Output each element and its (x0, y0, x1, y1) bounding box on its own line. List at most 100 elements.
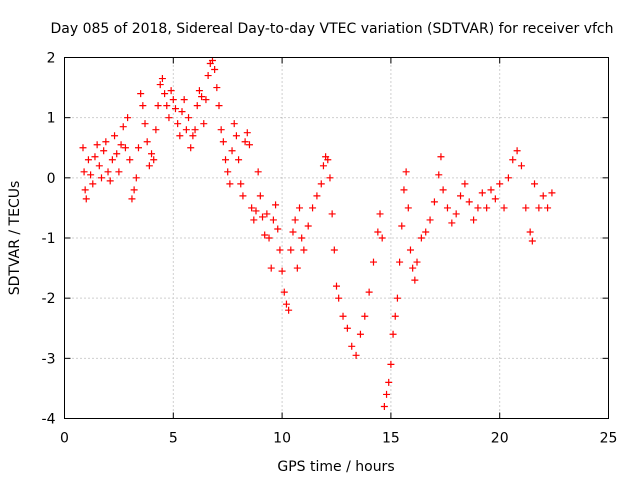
data-point (174, 120, 182, 128)
data-point (443, 204, 451, 212)
data-point (291, 216, 299, 224)
data-point (548, 189, 556, 197)
data-point (128, 195, 136, 203)
data-point (402, 168, 410, 176)
data-point (137, 90, 145, 98)
x-tick-label: 0 (60, 431, 69, 447)
data-point (539, 192, 547, 200)
data-point (509, 156, 517, 164)
data-point (189, 132, 197, 140)
data-point (461, 180, 469, 188)
data-point (361, 312, 369, 320)
data-point (191, 126, 199, 134)
data-point (274, 225, 282, 233)
data-point (254, 168, 262, 176)
data-point (417, 234, 425, 242)
data-point (217, 126, 225, 134)
data-point (535, 204, 543, 212)
data-point (400, 186, 408, 194)
data-point (82, 195, 90, 203)
data-point (261, 231, 269, 239)
data-point (470, 216, 478, 224)
data-point (152, 126, 160, 134)
data-point (296, 204, 304, 212)
data-point (134, 144, 142, 152)
data-point (426, 216, 434, 224)
data-point (95, 162, 103, 170)
x-tick-label: 25 (600, 431, 618, 447)
data-point (228, 147, 236, 155)
data-point (376, 210, 384, 218)
data-point (141, 120, 149, 128)
data-point (404, 204, 412, 212)
data-point (245, 141, 253, 149)
data-point (198, 93, 206, 101)
x-tick-label: 5 (169, 431, 178, 447)
data-point (396, 258, 404, 266)
data-point (185, 114, 193, 122)
data-point (280, 288, 288, 296)
data-point (517, 162, 525, 170)
data-point (193, 102, 201, 110)
data-point (117, 141, 125, 149)
data-point (150, 156, 158, 164)
data-point (158, 75, 166, 83)
data-point (235, 156, 243, 164)
x-tick-label: 20 (491, 431, 509, 447)
data-point (121, 144, 129, 152)
data-point (356, 330, 364, 338)
data-point (113, 150, 121, 158)
data-point (187, 144, 195, 152)
y-tick-label: -4 (42, 412, 56, 428)
data-point (182, 126, 190, 134)
data-point (143, 138, 151, 146)
data-point (226, 180, 234, 188)
data-point (115, 168, 123, 176)
data-point (409, 264, 417, 272)
data-point (250, 216, 258, 224)
data-point (263, 210, 271, 218)
data-point (232, 132, 240, 140)
data-point (457, 192, 465, 200)
y-tick-label: -2 (42, 291, 56, 307)
data-point (339, 312, 347, 320)
data-point (145, 162, 153, 170)
data-point (439, 186, 447, 194)
data-point (343, 324, 351, 332)
data-point (389, 330, 397, 338)
data-point (348, 342, 356, 350)
data-point (204, 72, 212, 80)
data-point (126, 156, 134, 164)
y-tick-label: 1 (47, 111, 56, 127)
data-point (393, 294, 401, 302)
data-point (111, 132, 119, 140)
data-point (237, 180, 245, 188)
x-tick-label: 15 (382, 431, 400, 447)
data-point (483, 204, 491, 212)
data-point (243, 129, 251, 137)
data-point (139, 102, 147, 110)
data-point (276, 246, 284, 254)
data-point (269, 216, 277, 224)
data-point (265, 234, 273, 242)
data-point (528, 237, 536, 245)
data-point (239, 192, 247, 200)
data-point (304, 222, 312, 230)
data-point (309, 204, 317, 212)
data-point (413, 258, 421, 266)
data-point (161, 90, 169, 98)
data-point (259, 213, 267, 221)
y-tick-label: 2 (47, 51, 56, 67)
data-point (171, 105, 179, 113)
data-point (317, 180, 325, 188)
data-point (195, 87, 203, 95)
data-point (208, 57, 216, 65)
data-point (435, 171, 443, 179)
data-point (544, 204, 552, 212)
y-axis-label: SDTVAR / TECUs (7, 181, 23, 296)
data-point (491, 195, 499, 203)
data-point (167, 87, 175, 95)
data-point (104, 168, 112, 176)
data-point (80, 168, 88, 176)
